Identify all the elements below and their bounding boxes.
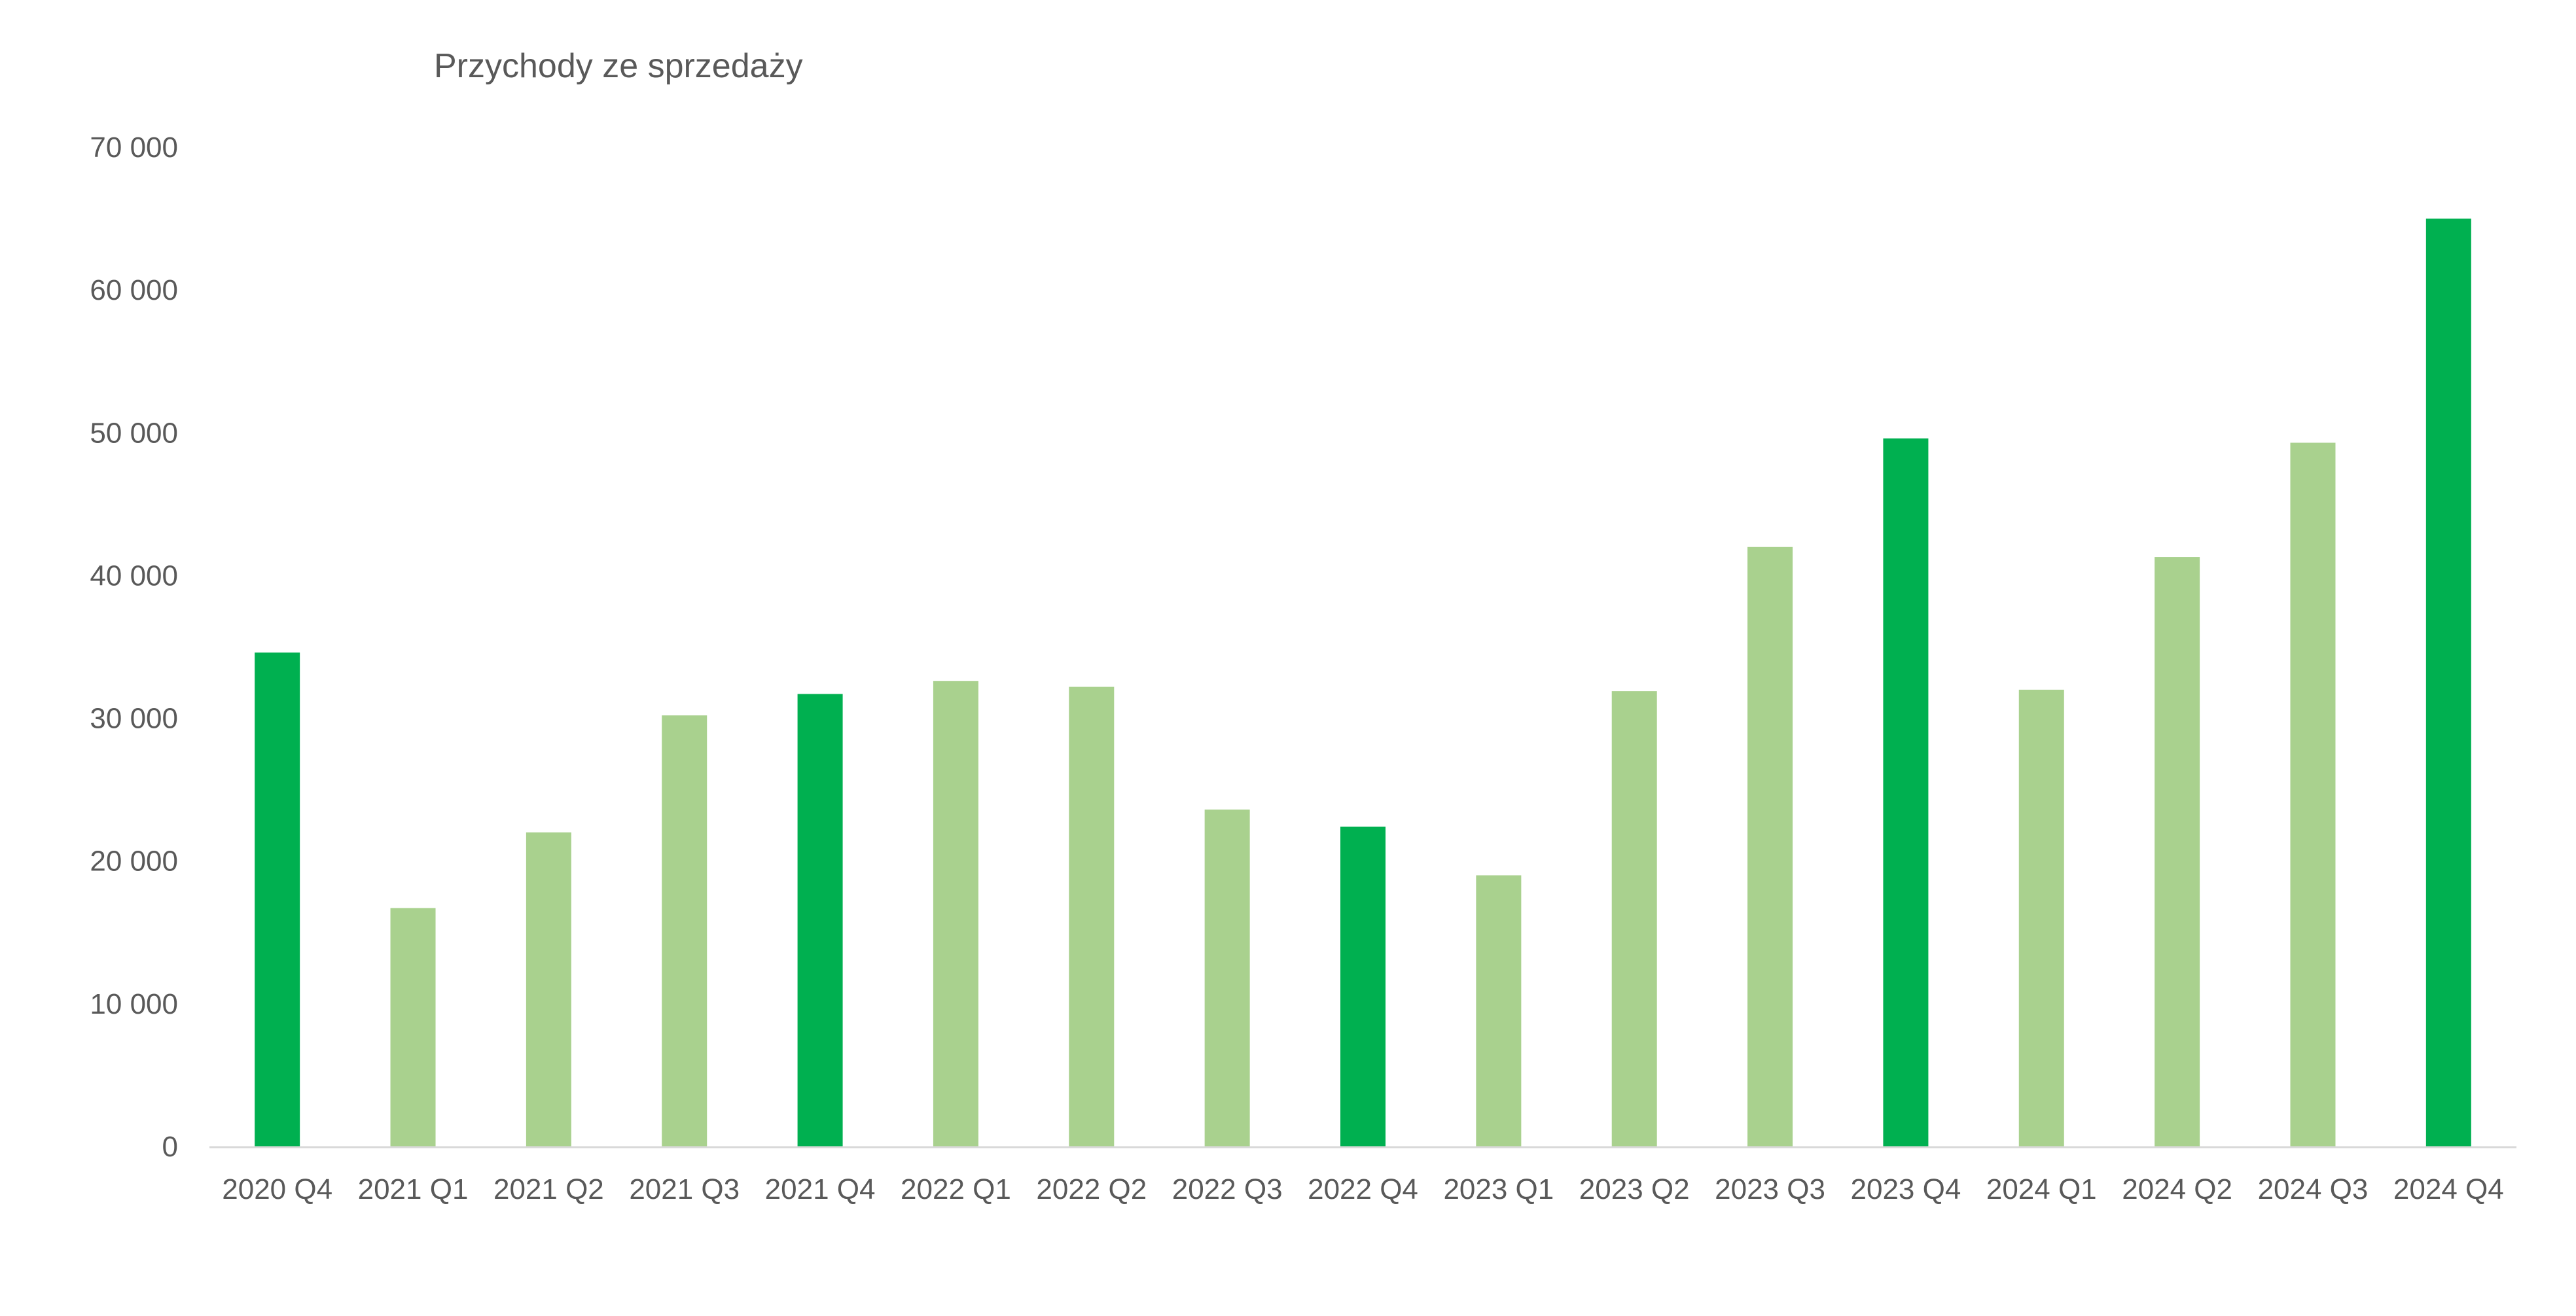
x-tick-label: 2022 Q1 [901, 1173, 1011, 1205]
bar [390, 908, 436, 1147]
y-tick-label: 20 000 [90, 845, 178, 878]
x-tick-label: 2024 Q2 [2122, 1173, 2232, 1205]
bar [1611, 691, 1657, 1147]
bar [526, 832, 571, 1147]
x-tick-label: 2023 Q4 [1851, 1173, 1961, 1205]
bar [1204, 809, 1250, 1147]
x-tick-label: 2021 Q2 [493, 1173, 604, 1205]
x-tick-label: 2022 Q2 [1036, 1173, 1147, 1205]
bar [797, 694, 843, 1147]
bar [2425, 219, 2471, 1147]
x-tick-label: 2023 Q3 [1715, 1173, 1825, 1205]
bar [2290, 442, 2336, 1147]
bar [2018, 689, 2064, 1147]
bar [933, 681, 978, 1147]
x-tick-label: 2023 Q1 [1443, 1173, 1554, 1205]
y-tick-label: 40 000 [90, 560, 178, 592]
y-tick-label: 60 000 [90, 274, 178, 306]
x-axis: 2020 Q4 2021 Q1 2021 Q2 2021 Q3 2021 Q4 2022 … [209, 1146, 2516, 1205]
x-tick-label: 2021 Q4 [765, 1173, 876, 1205]
x-tick-label: 2022 Q3 [1172, 1173, 1283, 1205]
bars [255, 219, 2471, 1147]
y-tick-label: 50 000 [90, 417, 178, 449]
bar [255, 652, 300, 1147]
bar [2155, 557, 2200, 1147]
y-tick-label: 10 000 [90, 988, 178, 1020]
bar [1340, 827, 1386, 1147]
y-tick-label: 0 [162, 1131, 178, 1163]
y-tick-label: 30 000 [90, 703, 178, 735]
bar [1747, 546, 1793, 1147]
x-tick-label: 2024 Q1 [1986, 1173, 2097, 1205]
x-tick-label: 2024 Q4 [2393, 1173, 2504, 1205]
y-axis: 0 10 000 20 000 30 000 40 000 50 000 60 000 70 … [90, 132, 178, 1163]
x-tick-label: 2023 Q2 [1579, 1173, 1690, 1205]
x-tick-label: 2021 Q1 [358, 1173, 469, 1205]
y-tick-label: 70 000 [90, 132, 178, 164]
bar [1476, 875, 1522, 1147]
bar [1883, 438, 1929, 1147]
x-tick-label: 2022 Q4 [1308, 1173, 1418, 1205]
bar [1069, 686, 1115, 1147]
bar [662, 715, 707, 1147]
x-tick-label: 2021 Q3 [629, 1173, 740, 1205]
x-tick-label: 2020 Q4 [222, 1173, 332, 1205]
x-tick-label: 2024 Q3 [2258, 1173, 2369, 1205]
chart-title: Przychody ze sprzedaży [434, 47, 803, 85]
